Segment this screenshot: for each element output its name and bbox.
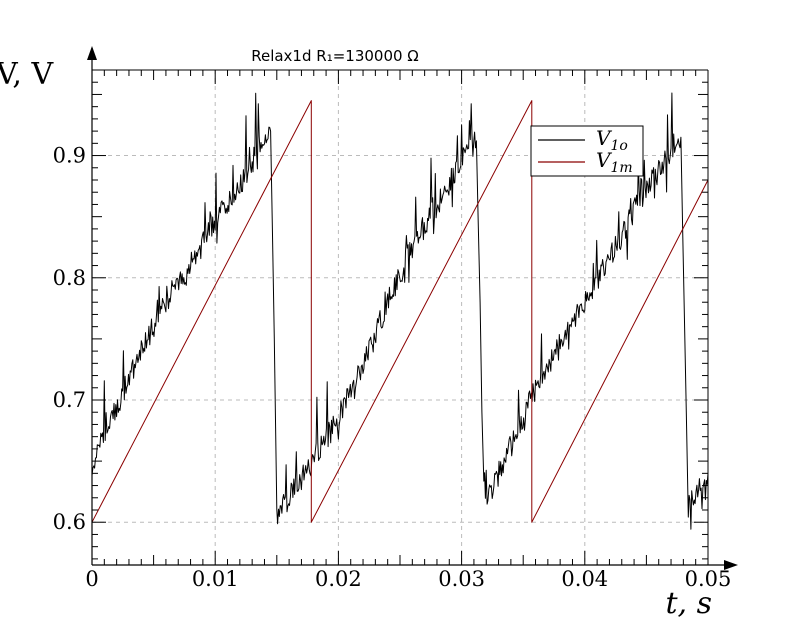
y-tick-label: 0.7 (53, 388, 86, 412)
series-layer (91, 92, 709, 530)
series-line-v1o (91, 92, 709, 530)
x-tick-label: 0 (85, 567, 98, 591)
x-tick-label: 0.05 (685, 567, 732, 591)
ticks: 0 0.01 0.02 0.03 0.04 0.05 0.6 0.7 0.8 0.9 (53, 69, 732, 591)
chart-title: Relax1d R₁=130000 Ω (251, 47, 419, 65)
legend-entry-v1m: V1m (538, 148, 633, 176)
y-axis-title: V, V (0, 57, 54, 92)
legend-label-v1o: V1o (596, 126, 628, 154)
y-axis-arrow (87, 46, 97, 60)
x-tick-label: 0.03 (438, 567, 485, 591)
legend-box (530, 125, 644, 177)
legend: V1o V1m (530, 125, 644, 177)
x-tick-label: 0.02 (315, 567, 362, 591)
x-axis-arrow (724, 560, 738, 570)
legend-entry-v1o: V1o (538, 126, 628, 154)
x-tick-label: 0.01 (192, 567, 239, 591)
series-line-v1m (91, 100, 709, 523)
y-tick-label: 0.9 (53, 144, 86, 168)
axes (87, 46, 738, 570)
x-tick-label: 0.04 (561, 567, 608, 591)
legend-label-v1m: V1m (596, 148, 633, 176)
y-tick-label: 0.8 (53, 266, 86, 290)
x-axis-title: t, s (665, 586, 712, 621)
y-tick-label: 0.6 (53, 510, 86, 534)
